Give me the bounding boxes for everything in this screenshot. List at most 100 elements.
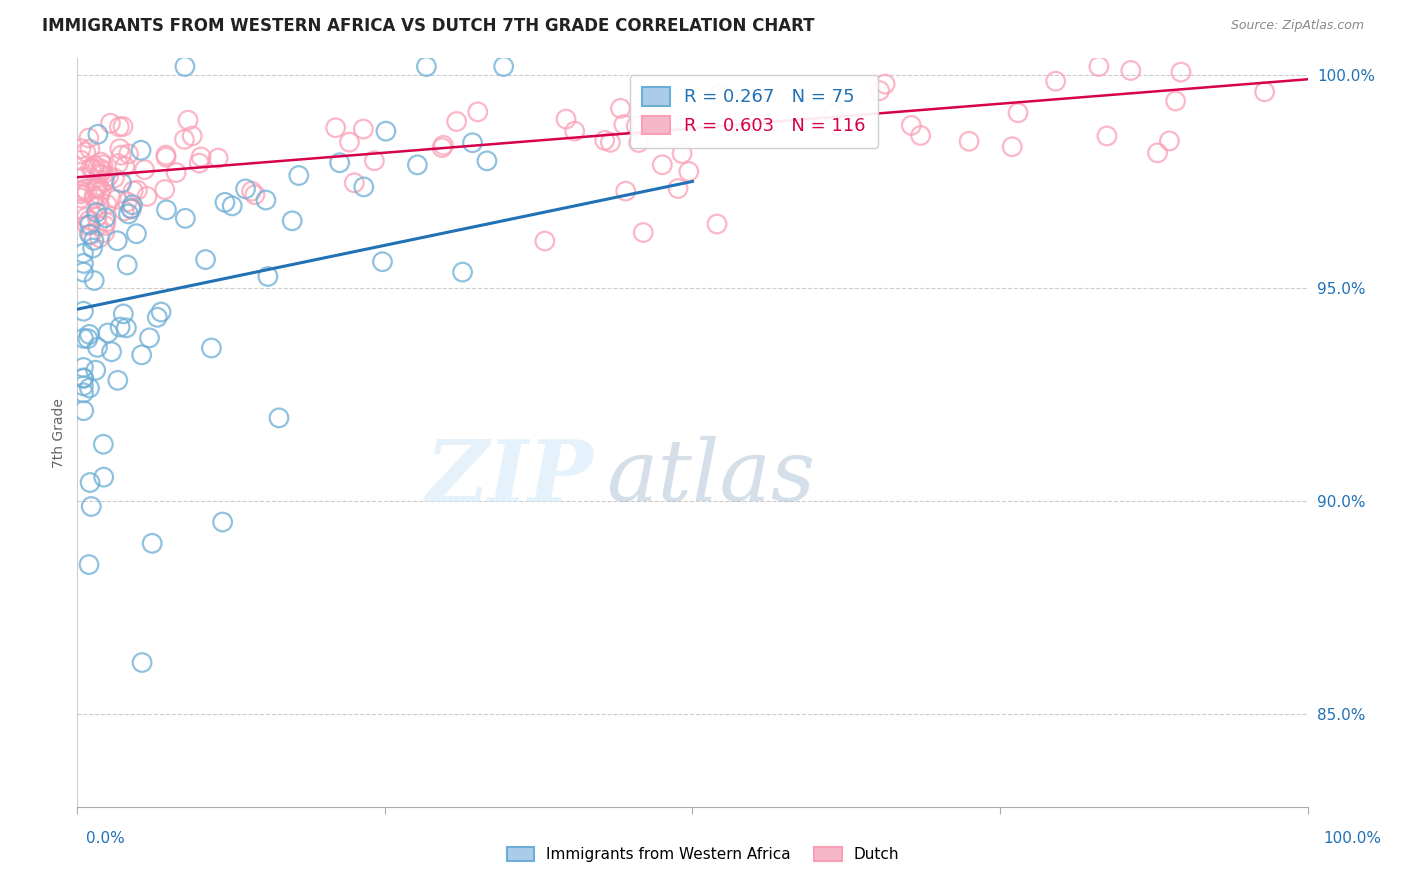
Point: [72, 304, 94, 318]
Point: [87, 219, 110, 233]
Point: [211, 515, 233, 529]
Point: [363, 153, 385, 168]
Point: [678, 164, 700, 178]
Point: [281, 214, 304, 228]
Text: IMMIGRANTS FROM WESTERN AFRICA VS DUTCH 7TH GRADE CORRELATION CHART: IMMIGRANTS FROM WESTERN AFRICA VS DUTCH …: [42, 17, 814, 35]
Point: [83, 188, 105, 202]
Point: [93, 470, 115, 484]
Point: [593, 133, 616, 147]
Point: [181, 128, 204, 143]
Point: [110, 148, 132, 162]
Point: [125, 227, 148, 241]
Point: [107, 156, 129, 170]
Point: [90, 183, 112, 197]
Point: [75, 211, 97, 225]
Point: [446, 114, 468, 128]
Point: [534, 234, 557, 248]
Point: [177, 113, 200, 128]
Point: [707, 87, 730, 102]
Point: [93, 174, 115, 188]
Point: [406, 158, 429, 172]
Point: [70, 184, 93, 198]
Point: [651, 158, 673, 172]
Point: [105, 192, 128, 206]
Point: [72, 246, 94, 260]
Point: [633, 226, 655, 240]
Point: [108, 120, 131, 134]
Point: [900, 119, 922, 133]
Point: [79, 142, 101, 156]
Point: [86, 210, 108, 224]
Point: [706, 217, 728, 231]
Point: [107, 373, 129, 387]
Point: [79, 475, 101, 490]
Point: [492, 60, 515, 74]
Point: [613, 118, 636, 132]
Point: [374, 124, 396, 138]
Y-axis label: 7th Grade: 7th Grade: [52, 398, 66, 467]
Point: [325, 120, 347, 135]
Point: [1164, 94, 1187, 108]
Text: 100.0%: 100.0%: [1323, 831, 1382, 846]
Point: [188, 156, 211, 170]
Point: [115, 258, 138, 272]
Point: [257, 269, 280, 284]
Point: [150, 305, 173, 319]
Point: [82, 241, 104, 255]
Point: [153, 182, 176, 196]
Point: [79, 381, 101, 395]
Point: [75, 145, 97, 159]
Point: [77, 213, 100, 227]
Point: [555, 112, 578, 126]
Point: [121, 197, 143, 211]
Point: [86, 205, 108, 219]
Point: [134, 162, 156, 177]
Point: [82, 161, 104, 176]
Point: [70, 191, 93, 205]
Point: [1253, 85, 1275, 99]
Point: [86, 340, 108, 354]
Point: [115, 194, 138, 209]
Point: [243, 187, 266, 202]
Point: [131, 656, 153, 670]
Point: [666, 181, 689, 195]
Point: [84, 363, 107, 377]
Point: [108, 142, 131, 156]
Point: [103, 170, 125, 185]
Point: [70, 142, 93, 156]
Point: [80, 500, 103, 514]
Legend: Immigrants from Western Africa, Dutch: Immigrants from Western Africa, Dutch: [501, 841, 905, 868]
Point: [77, 558, 100, 572]
Point: [1088, 60, 1111, 74]
Point: [627, 136, 650, 150]
Point: [72, 256, 94, 270]
Point: [165, 165, 187, 179]
Point: [235, 182, 257, 196]
Point: [957, 134, 980, 148]
Point: [83, 233, 105, 247]
Legend: R = 0.267   N = 75, R = 0.603   N = 116: R = 0.267 N = 75, R = 0.603 N = 116: [630, 75, 879, 147]
Point: [174, 60, 197, 74]
Point: [70, 165, 93, 179]
Point: [910, 128, 932, 143]
Point: [70, 153, 93, 168]
Point: [87, 198, 110, 212]
Point: [89, 188, 111, 202]
Point: [1119, 63, 1142, 78]
Text: Source: ZipAtlas.com: Source: ZipAtlas.com: [1230, 19, 1364, 31]
Point: [111, 120, 134, 134]
Point: [1001, 140, 1024, 154]
Point: [72, 385, 94, 400]
Point: [91, 164, 114, 178]
Text: ZIP: ZIP: [426, 436, 595, 519]
Point: [87, 128, 110, 142]
Point: [1095, 128, 1118, 143]
Point: [96, 197, 118, 211]
Point: [599, 136, 621, 150]
Point: [79, 218, 101, 232]
Point: [174, 211, 197, 226]
Point: [72, 371, 94, 385]
Point: [127, 183, 149, 197]
Point: [73, 182, 96, 196]
Point: [371, 254, 394, 268]
